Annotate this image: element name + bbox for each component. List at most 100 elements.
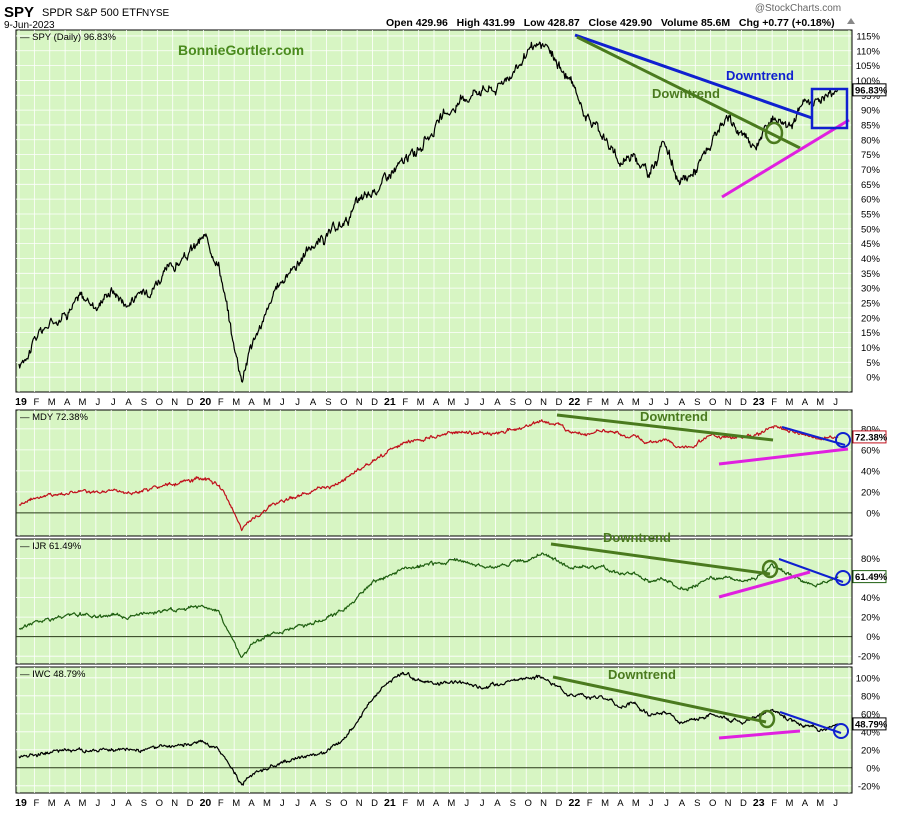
x-tick-label: J: [649, 798, 654, 809]
spy-ytick-label: 35%: [861, 269, 881, 280]
x-tick-label: D: [556, 397, 563, 408]
spy-ytick-label: 40%: [861, 254, 881, 265]
x-tick-label: M: [263, 397, 271, 408]
x-tick-label: S: [325, 798, 331, 809]
quote-summary: Open 429.96 High 431.99 Low 428.87 Close…: [386, 17, 835, 29]
panel-mdy: 0% 20% 40% 60% 80% — MDY 72.38% 72.38%: [15, 409, 888, 537]
x-tick-label: N: [725, 397, 732, 408]
x-tick-label: D: [740, 397, 747, 408]
mdy-ytick-label: 60%: [861, 445, 881, 456]
mdy-blue-circle-marker: [835, 432, 851, 448]
iwc-last-value-label: 48.79%: [855, 719, 888, 730]
panel-spy: 0% 5% 10% 15% 20% 25% 30% 35% 40% 45% 50% 55% 60% 65%…: [15, 29, 888, 393]
x-tick-label: A: [248, 397, 255, 408]
x-axis-middle: 19 F M A M J J A S O N D 20 F M A M J J A S O N D 21 F M A M J J A S O N D 2…: [15, 396, 838, 408]
x-tick-label: 21: [384, 797, 396, 809]
spy-ytick-label: 110%: [856, 46, 880, 57]
mdy-legend: — MDY 72.38%: [20, 412, 88, 423]
x-tick-label: A: [494, 798, 501, 809]
spy-downtrend-label-green: Downtrend: [652, 86, 720, 101]
x-tick-label: O: [340, 798, 347, 809]
x-tick-label: A: [617, 798, 624, 809]
mdy-last-value-label: 72.38%: [855, 432, 888, 443]
spy-blue-downtrend-line: [574, 33, 813, 120]
mdy-magenta-uptrend-line: [718, 447, 849, 466]
stockcharts-logo: @StockCharts.com: [755, 3, 841, 14]
iwc-ytick-label: 60%: [861, 709, 881, 720]
x-tick-label: M: [417, 798, 425, 809]
x-tick-label: A: [248, 798, 255, 809]
x-tick-label: O: [156, 397, 163, 408]
iwc-ytick-label: 20%: [861, 745, 881, 756]
x-tick-label: F: [218, 798, 224, 809]
x-tick-label: J: [95, 798, 100, 809]
x-tick-label: J: [480, 397, 485, 408]
x-tick-label: A: [679, 397, 686, 408]
x-tick-label: N: [356, 397, 363, 408]
iwc-ytick-label: 80%: [861, 691, 881, 702]
iwc-ytick-label: 100%: [856, 673, 881, 684]
x-tick-label: 20: [200, 797, 212, 809]
x-tick-label: 22: [568, 396, 580, 408]
chart-date: 9-Jun-2023: [4, 20, 55, 31]
x-tick-label: F: [402, 798, 408, 809]
spy-ytick-label: 5%: [866, 358, 880, 369]
ticker-exchange: NYSE: [142, 8, 170, 19]
x-tick-label: D: [740, 798, 747, 809]
x-tick-label: M: [816, 798, 824, 809]
ijr-last-value-box: [852, 570, 887, 584]
spy-green-circle-marker: [764, 121, 784, 145]
x-tick-label: M: [232, 798, 240, 809]
iwc-green-circle-marker: [758, 709, 776, 729]
ijr-green-downtrend-line: [550, 542, 771, 576]
x-tick-label: M: [79, 397, 87, 408]
x-tick-label: A: [802, 397, 809, 408]
x-tick-label: M: [786, 798, 794, 809]
x-tick-label: S: [694, 397, 700, 408]
iwc-legend: — IWC 48.79%: [20, 669, 86, 680]
mdy-green-downtrend-line: [556, 413, 774, 442]
x-tick-label: S: [141, 397, 147, 408]
iwc-downtrend-label: Downtrend: [608, 667, 676, 682]
spy-price-line: [18, 41, 839, 383]
spy-ytick-label: 0%: [866, 373, 880, 384]
x-tick-label: J: [95, 397, 100, 408]
x-tick-label: J: [833, 798, 838, 809]
x-tick-label: J: [480, 798, 485, 809]
spy-magenta-uptrend-line: [721, 118, 850, 199]
x-tick-label: 23: [753, 797, 765, 809]
ticker-symbol: SPY: [4, 4, 34, 21]
ijr-last-value-label: 61.49%: [855, 572, 888, 583]
x-tick-label: S: [694, 798, 700, 809]
x-tick-label: S: [510, 798, 516, 809]
x-tick-label: M: [48, 397, 56, 408]
x-tick-label: 20: [200, 396, 212, 408]
x-tick-label: D: [371, 798, 378, 809]
ijr-ytick-label: 20%: [861, 613, 881, 624]
spy-blue-box-marker: [810, 87, 849, 130]
x-tick-label: A: [64, 798, 71, 809]
x-tick-label: M: [79, 798, 87, 809]
spy-ytick-label: 80%: [861, 135, 881, 146]
spy-ytick-label: 70%: [861, 165, 881, 176]
spy-ytick-label: 90%: [861, 106, 881, 117]
x-tick-label: N: [540, 798, 547, 809]
x-tick-label: M: [263, 798, 271, 809]
watermark-text: BonnieGortler.com: [178, 42, 304, 58]
spy-ytick-label: 105%: [856, 61, 881, 72]
ijr-blue-downtrend-line: [778, 558, 844, 583]
spy-ytick-label: 115%: [856, 31, 880, 42]
x-tick-label: S: [510, 397, 516, 408]
spy-green-downtrend-line: [576, 35, 801, 150]
x-tick-label: 23: [753, 396, 765, 408]
x-tick-label: M: [417, 397, 425, 408]
ijr-ytick-label: 80%: [861, 554, 881, 565]
x-tick-label: D: [187, 798, 194, 809]
ijr-ytick-label: 0%: [866, 632, 880, 643]
x-tick-label: J: [111, 798, 116, 809]
x-tick-label: M: [632, 397, 640, 408]
x-tick-label: J: [295, 397, 300, 408]
spy-ytick-label: 65%: [861, 180, 881, 191]
